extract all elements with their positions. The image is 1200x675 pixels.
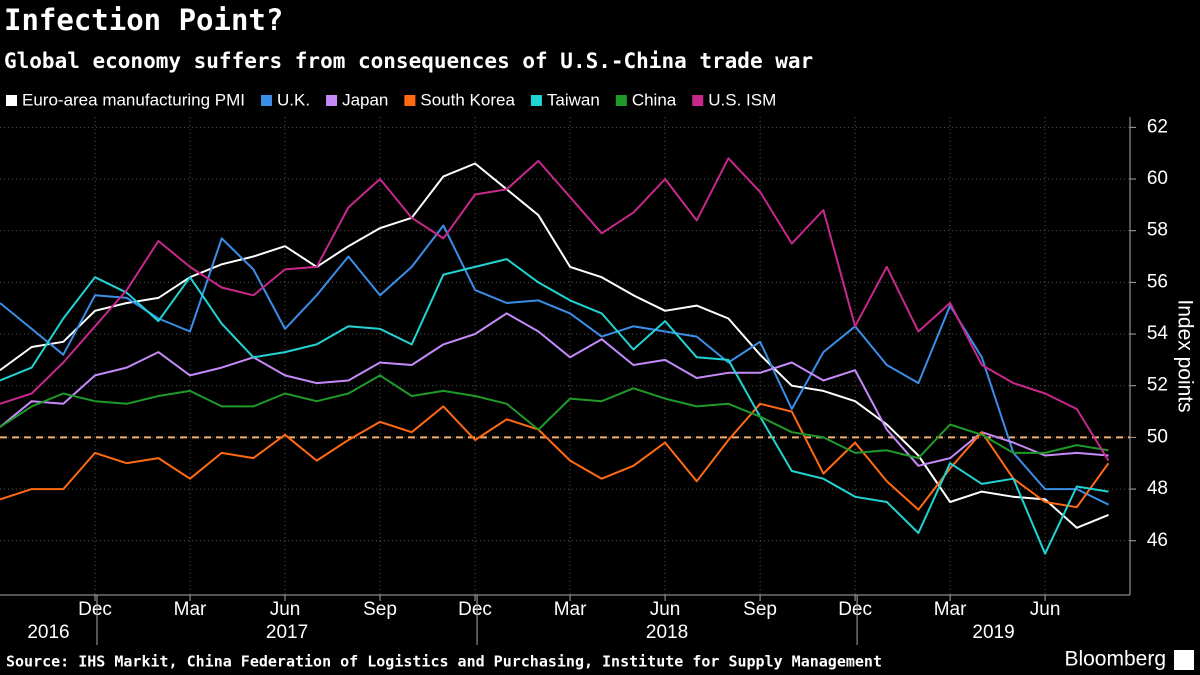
y-tick-label: 48 [1147, 478, 1168, 499]
logo: Bloomberg [1064, 648, 1166, 671]
series-line [0, 258, 1109, 555]
y-tick-label: 56 [1147, 271, 1168, 292]
x-tick-label: Jun [650, 599, 681, 620]
year-label: 2018 [646, 622, 688, 643]
y-tick-label: 54 [1147, 323, 1169, 344]
legend-swatch [261, 95, 272, 106]
series-line [0, 374, 1109, 460]
x-tick-label: Mar [554, 599, 587, 620]
legend-swatch [692, 95, 704, 106]
x-tick-label: Mar [174, 599, 207, 620]
y-tick-label: 60 [1147, 168, 1168, 189]
y-tick-label: 52 [1147, 375, 1168, 396]
year-label: 2017 [266, 622, 308, 643]
logo-icon [1174, 650, 1194, 670]
x-tick-label: Dec [838, 599, 872, 620]
y-tick-label: 50 [1147, 426, 1168, 447]
y-tick-label: 62 [1147, 116, 1168, 137]
legend-label: Taiwan [547, 90, 600, 109]
legend-label: China [632, 90, 677, 109]
x-tick-label: Jun [270, 599, 301, 620]
x-tick-label: Dec [458, 599, 492, 620]
legend-swatch [6, 95, 17, 106]
series-line [0, 162, 1109, 529]
legend-swatch [326, 95, 338, 106]
legend-swatch [530, 95, 542, 106]
y-tick-label: 46 [1147, 530, 1168, 551]
source: Source: IHS Markit, China Federation of … [6, 653, 882, 671]
legend-swatch [615, 95, 627, 106]
year-label: 2019 [972, 622, 1014, 643]
legend-swatch [404, 95, 416, 106]
chart-subtitle: Global economy suffers from consequences… [4, 49, 813, 73]
year-label: 2016 [27, 622, 69, 643]
series-line [0, 157, 1110, 462]
legend-label: Japan [342, 90, 388, 109]
x-tick-label: Dec [78, 599, 112, 620]
chart-title: Infection Point? [4, 3, 283, 37]
x-tick-label: Sep [363, 599, 397, 620]
x-tick-label: Mar [934, 599, 967, 620]
legend-label: South Korea [420, 90, 515, 109]
legend-label: U.K. [277, 90, 310, 109]
x-tick-label: Jun [1030, 599, 1061, 620]
legend-label: U.S. ISM [708, 90, 776, 109]
series-line [0, 224, 1109, 506]
x-tick-label: Sep [743, 599, 777, 620]
series-line [0, 402, 1110, 511]
y-axis-label: Index points [1173, 299, 1196, 412]
series-line [0, 312, 1109, 467]
legend-label: Euro-area manufacturing PMI [22, 90, 245, 109]
y-tick-label: 58 [1147, 220, 1168, 241]
